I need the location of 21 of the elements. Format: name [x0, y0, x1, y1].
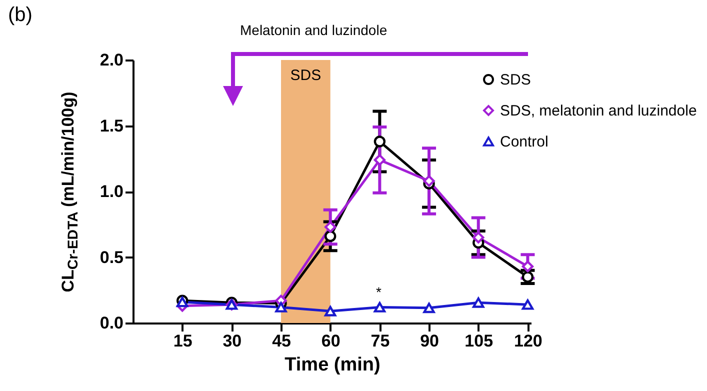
x-tick-label: 120 [514, 332, 542, 350]
x-tick-label: 30 [222, 332, 242, 350]
y-tick-label: 2.0 [100, 50, 124, 70]
text: (b) [8, 4, 32, 27]
x-tick-label: 105 [464, 332, 494, 350]
x-tick-label: 75 [370, 332, 390, 350]
annotation: * [376, 284, 382, 300]
x-tick-label: 15 [173, 332, 192, 350]
legend-label: SDS [500, 72, 531, 88]
y-tick-label: 1.0 [100, 182, 124, 201]
x-tick-label: 60 [321, 332, 340, 350]
x-tick-label: 90 [420, 332, 439, 350]
y-tick-label: 0.0 [100, 314, 124, 332]
text: Melatonin and luzindole [240, 22, 388, 38]
y-tick-label: 0.5 [100, 248, 124, 267]
x-axis-title: Time (min) [284, 354, 380, 376]
legend-label: Control [500, 134, 548, 150]
band-label: SDS [290, 67, 322, 84]
y-tick-label: 1.5 [100, 116, 124, 136]
legend-label: SDS, melatonin and luzindole [500, 102, 697, 120]
x-tick-label: 45 [272, 332, 291, 350]
